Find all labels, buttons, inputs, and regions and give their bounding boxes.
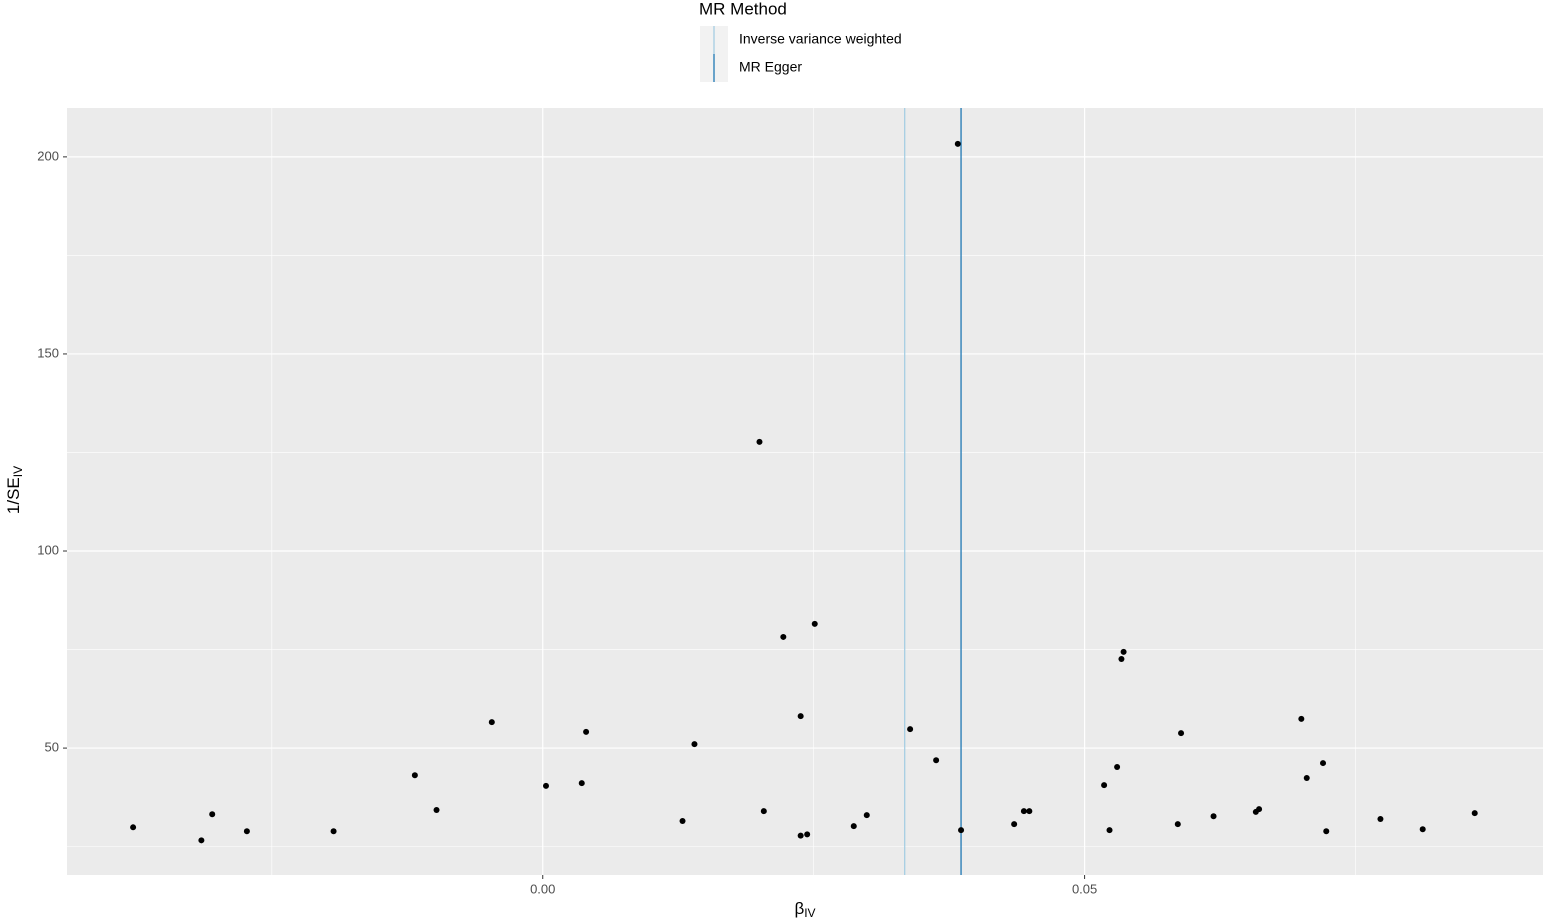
point [1178, 730, 1185, 737]
y-axis-title: 1/SEIV [4, 466, 25, 514]
legend-title: MR Method [699, 0, 787, 18]
point [907, 726, 914, 733]
point [209, 811, 216, 818]
x-axis-title: βIV [794, 899, 815, 920]
point [756, 438, 763, 445]
point [330, 828, 337, 835]
point [1026, 808, 1033, 815]
point [691, 741, 698, 748]
point [1320, 760, 1327, 767]
point [1303, 775, 1310, 782]
point [1114, 764, 1121, 771]
point [958, 827, 965, 834]
y-tick-label: 50 [45, 740, 59, 755]
point [583, 728, 590, 735]
point [1120, 648, 1127, 655]
point [198, 837, 205, 844]
point [679, 818, 686, 825]
point [1106, 827, 1113, 834]
point [850, 823, 857, 830]
legend-label: MR Egger [739, 59, 802, 75]
point [811, 620, 818, 627]
point [1256, 806, 1263, 813]
point [1118, 656, 1125, 663]
x-tick-label: 0.00 [530, 881, 555, 896]
point [1011, 821, 1018, 828]
point [1471, 810, 1478, 817]
point [1210, 813, 1217, 820]
point [797, 832, 804, 839]
y-axis-title-main: 1/SE [4, 477, 23, 514]
panel [67, 108, 1543, 875]
point [780, 633, 787, 640]
point [1298, 715, 1305, 722]
x-axis-title-main: β [794, 899, 804, 918]
y-tick-label: 200 [37, 148, 59, 163]
point [542, 782, 549, 789]
point [797, 713, 804, 720]
point [488, 719, 495, 726]
y-tick-label: 150 [37, 345, 59, 360]
x-axis-title-sub: IV [804, 906, 815, 920]
point [1323, 828, 1330, 835]
point [411, 772, 418, 779]
y-axis-title-sub: IV [11, 466, 25, 477]
point [1419, 826, 1426, 833]
point [1174, 821, 1181, 828]
point [760, 808, 767, 815]
point [1101, 782, 1108, 789]
point [954, 140, 961, 147]
legend-label: Inverse variance weighted [739, 31, 902, 47]
point [433, 806, 440, 813]
point [863, 812, 870, 819]
y-tick-label: 100 [37, 542, 59, 557]
point [578, 780, 585, 787]
point [243, 828, 250, 835]
point [1377, 816, 1384, 823]
point [1020, 808, 1027, 815]
x-tick-label: 0.05 [1072, 881, 1097, 896]
point [804, 831, 811, 838]
point [933, 757, 940, 764]
point [130, 824, 137, 831]
